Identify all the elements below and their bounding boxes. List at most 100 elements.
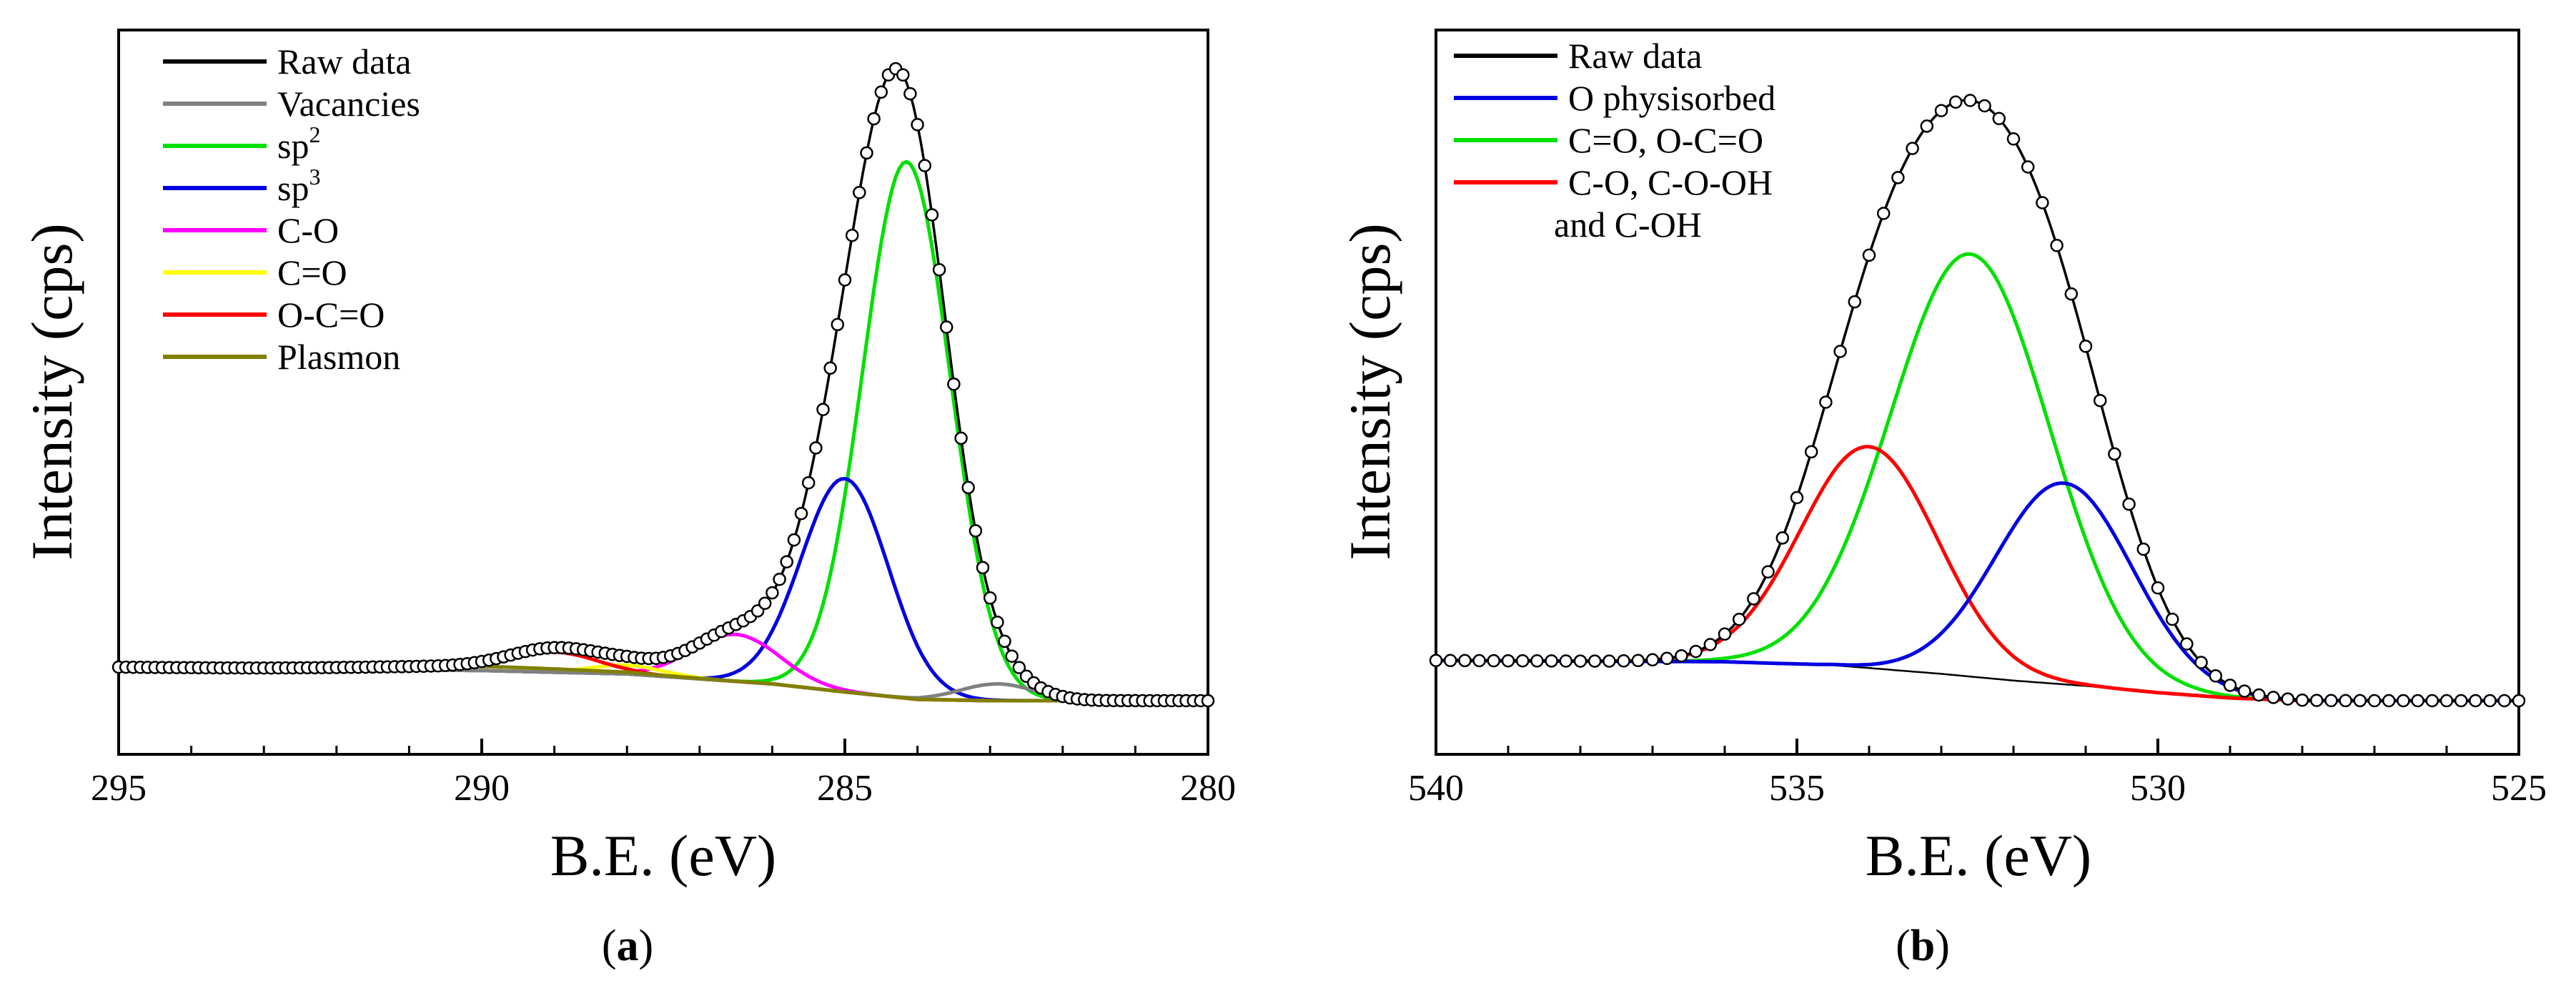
- raw-data-point: [1573, 654, 1587, 668]
- raw-data-point: [1458, 654, 1472, 668]
- caption-a-letter: a: [617, 922, 639, 970]
- legend-superscript: 2: [309, 122, 320, 147]
- raw-data-point: [961, 480, 975, 495]
- y-axis-title-b: Intensity (cps): [1337, 223, 1402, 560]
- data-layer-b: [1429, 94, 2526, 708]
- legend-label-raw: Raw data: [277, 41, 411, 82]
- raw-data-point: [2006, 132, 2021, 146]
- raw-data-point: [1487, 654, 1501, 668]
- legend-label-cooc: C=O, O-C=O: [1568, 120, 1763, 160]
- raw-data-point: [1559, 654, 1573, 668]
- raw-data-point: [766, 586, 779, 600]
- raw-data-point: [903, 87, 917, 101]
- raw-data-line-b: [1436, 99, 2519, 702]
- raw-data-point: [1920, 119, 1934, 133]
- x-axis-ticks-b: [1435, 739, 2520, 754]
- legend-label-coh-line2: and C-OH: [1554, 204, 1702, 245]
- raw-data-point: [1515, 654, 1530, 668]
- raw-data-point: [2411, 694, 2424, 708]
- legend-label-ophys: O physisorbed: [1568, 78, 1775, 118]
- raw-data-point: [845, 228, 859, 242]
- raw-data-point: [918, 159, 932, 172]
- x-tick-label: 280: [1180, 768, 1236, 809]
- raw-data-point: [1948, 95, 1963, 109]
- raw-data-point: [2093, 393, 2107, 408]
- raw-data-point: [2281, 692, 2295, 706]
- legend-label-raw: Raw data: [1568, 36, 1702, 76]
- raw-data-point: [1833, 345, 1847, 358]
- raw-data-point: [1429, 654, 1443, 667]
- raw-data-point: [816, 403, 830, 416]
- raw-data-point: [2425, 694, 2439, 708]
- raw-data-point: [2165, 612, 2179, 626]
- raw-data-point: [1587, 654, 1602, 668]
- x-axis-title-b: B.E. (eV): [1866, 823, 2092, 888]
- raw-data-point: [1963, 94, 1977, 107]
- raw-data-point: [1790, 490, 1804, 505]
- raw-data-point: [976, 561, 990, 575]
- x-tick-label: 530: [2130, 768, 2186, 809]
- raw-data-point: [2382, 694, 2396, 708]
- plot-frame-b: [1435, 29, 2520, 756]
- component-cooc-b: [1436, 252, 2519, 703]
- raw-data-point: [1732, 612, 1746, 626]
- raw-data-point: [1876, 207, 1891, 220]
- x-tick-label: 525: [2491, 768, 2547, 809]
- raw-data-point: [2267, 691, 2280, 704]
- raw-data-point: [2050, 239, 2064, 252]
- raw-data-point: [838, 273, 852, 287]
- raw-data-point: [983, 591, 997, 605]
- raw-data-point: [1631, 654, 1645, 668]
- component-ophys-b: [1436, 481, 2519, 703]
- raw-data-point: [2237, 684, 2251, 698]
- raw-data-point: [1804, 445, 1818, 459]
- raw-data-point: [1201, 694, 1215, 708]
- legend-label-co: C-O: [277, 210, 339, 250]
- legend-label-coh: C-O, C-O-OH: [1568, 162, 1773, 202]
- raw-data-point: [969, 524, 983, 538]
- legend-label-vac: Vacancies: [277, 84, 420, 124]
- legend-label-ceo: C=O: [277, 252, 347, 292]
- raw-data-point: [1718, 627, 1732, 641]
- x-tick-label: 295: [91, 768, 147, 809]
- raw-data-point: [809, 441, 823, 455]
- raw-data-point: [2367, 694, 2382, 708]
- raw-data-point: [853, 185, 866, 199]
- raw-data-point: [2108, 447, 2121, 461]
- raw-data-point: [947, 377, 961, 391]
- raw-data-point: [932, 262, 946, 277]
- raw-data-point: [1645, 653, 1660, 667]
- raw-data-point: [2064, 287, 2079, 301]
- raw-data-point: [1501, 654, 1515, 668]
- raw-data-point: [801, 475, 816, 490]
- panel-b: 540 535 530 525 Intensity (cps) B.E. (eV) R…: [1337, 29, 2547, 970]
- caption-a-open: (: [602, 922, 617, 970]
- raw-data-point: [2324, 694, 2338, 708]
- raw-data-point: [2469, 694, 2482, 708]
- raw-data-point: [2512, 694, 2526, 708]
- raw-data-point: [2252, 688, 2266, 702]
- legend-label-sp3: sp3: [277, 164, 320, 208]
- x-axis-title-a: B.E. (eV): [550, 823, 777, 888]
- raw-data-point: [2497, 694, 2512, 708]
- caption-b-close: ): [1935, 922, 1950, 970]
- data-layer-a: [112, 61, 1215, 708]
- raw-data-point: [1862, 248, 1876, 262]
- raw-data-point: [954, 431, 968, 445]
- raw-data-point: [1978, 99, 1991, 113]
- raw-data-point: [860, 146, 873, 160]
- raw-data-point: [1891, 171, 1905, 184]
- caption-b-letter: b: [1911, 922, 1935, 970]
- raw-data-point: [1545, 654, 1558, 668]
- raw-data-point: [758, 596, 772, 610]
- raw-data-point: [2223, 679, 2237, 692]
- plot-frame-a: [117, 29, 1209, 756]
- raw-data-point: [773, 572, 786, 586]
- raw-data-point: [1602, 654, 1616, 668]
- raw-data-point: [2036, 196, 2049, 209]
- raw-data-point: [787, 533, 801, 547]
- raw-data-point: [1775, 531, 1790, 545]
- raw-data-point: [1005, 649, 1019, 663]
- raw-data-point: [2397, 694, 2410, 708]
